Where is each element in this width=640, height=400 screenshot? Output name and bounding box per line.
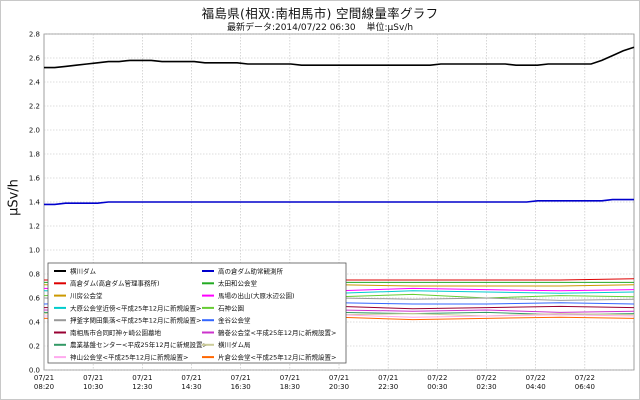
y-tick-label: 2.0 (29, 127, 40, 135)
x-tick-date: 07/21 (231, 374, 251, 382)
legend-entry: 南相馬市合同町神ヶ崎公園墓地 (70, 328, 162, 337)
x-tick-date: 07/21 (181, 374, 201, 382)
y-tick-label: 0.8 (29, 271, 40, 279)
x-tick-time: 00:30 (427, 383, 447, 391)
y-tick-label: 2.4 (29, 79, 41, 87)
x-tick-date: 07/22 (575, 374, 595, 382)
unit-label: 単位:μSv/h (366, 23, 414, 33)
y-tick-label: 0.4 (29, 319, 41, 327)
x-tick-date: 07/21 (378, 374, 398, 382)
legend-entry: 金谷公会堂 (218, 316, 251, 325)
chart-subtitle: 最新データ:2014/07/22 06:30 単位:μSv/h (0, 20, 640, 33)
x-tick-date: 07/22 (526, 374, 546, 382)
x-tick-time: 12:30 (132, 383, 152, 391)
x-tick-time: 18:30 (280, 383, 300, 391)
legend-entry: 押釜字関田集落<平成25年12月に新規設置> (70, 316, 201, 325)
legend-entry: 神山公会堂<平成25年12月に新規設置> (70, 353, 188, 362)
legend-entry: 馬場の出山(大原水辺公園) (218, 291, 295, 300)
x-tick-time: 06:40 (575, 383, 595, 391)
y-tick-label: 1.0 (29, 247, 40, 255)
x-tick-time: 16:30 (231, 383, 251, 391)
legend-box (47, 262, 347, 364)
y-tick-label: 1.2 (29, 223, 40, 231)
chart-title: 福島県(相双:南相馬市) 空間線量率グラフ (201, 6, 439, 21)
series-line (44, 198, 634, 206)
legend-entry: 横川ダム (70, 266, 97, 275)
x-tick-time: 20:30 (329, 383, 349, 391)
latest-data-label: 最新データ:2014/07/22 06:30 (226, 23, 356, 33)
y-tick-label: 1.8 (29, 151, 40, 159)
legend-entry: 川房公会堂 (70, 291, 103, 300)
legend-entry: 高の倉ダム助常観測所 (218, 266, 284, 275)
x-tick-time: 08:20 (34, 383, 54, 391)
y-tick-label: 2.6 (29, 55, 41, 63)
x-tick-time: 04:40 (526, 383, 546, 391)
y-tick-label: 1.4 (29, 199, 41, 207)
x-tick-date: 07/21 (132, 374, 152, 382)
y-tick-label: 2.2 (29, 103, 40, 111)
x-tick-time: 14:30 (181, 383, 201, 391)
x-tick-time: 10:30 (83, 383, 103, 391)
x-tick-date: 07/21 (280, 374, 300, 382)
y-tick-label: 2.8 (29, 31, 40, 39)
y-tick-label: 0.6 (29, 295, 41, 303)
y-tick-label: 1.6 (29, 175, 41, 183)
x-tick-time: 02:30 (476, 383, 496, 391)
x-tick-date: 07/22 (476, 374, 496, 382)
legend-entry: 農業基盤センター<平成25年12月に新規設置> (70, 340, 208, 349)
y-tick-label: 0.0 (29, 367, 40, 375)
x-tick-date: 07/21 (83, 374, 103, 382)
legend-entry: 大原公会堂近傍<平成25年12月に新規設置> (70, 303, 201, 312)
legend-entry: 高倉ダム(高倉ダム管理事務所) (70, 279, 160, 288)
x-tick-date: 07/22 (427, 374, 447, 382)
legend-entry: 石神公園 (218, 303, 244, 312)
x-tick-date: 07/21 (329, 374, 349, 382)
series-line (44, 46, 635, 69)
x-tick-date: 07/21 (34, 374, 54, 382)
legend-entry: 太田和公会堂 (218, 279, 258, 288)
x-tick-time: 22:30 (378, 383, 398, 391)
legend-entry: 鶴巻公会堂<平成25年12月に新規設置> (218, 328, 336, 337)
legend-entry: 片倉公会堂<平成25年12月に新規設置> (218, 353, 336, 362)
legend-entry: 横川ダム局 (218, 340, 251, 349)
y-tick-label: 0.2 (29, 343, 40, 351)
